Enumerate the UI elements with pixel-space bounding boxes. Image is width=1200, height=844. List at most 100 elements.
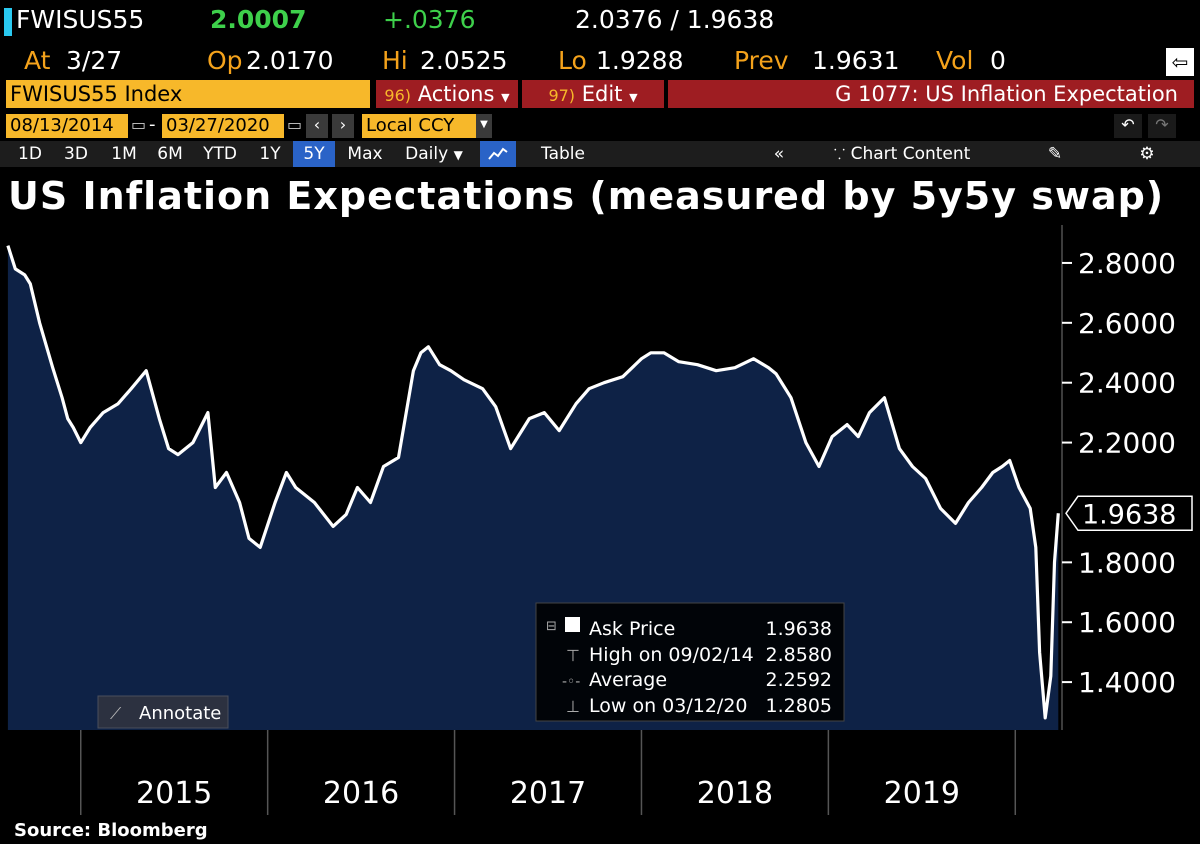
chevron-down-icon: ▼ — [453, 148, 463, 162]
volume-label: Vol — [936, 46, 974, 75]
prev-range-icon[interactable]: ‹ — [306, 114, 328, 138]
actions-label: Actions — [417, 82, 495, 106]
legend-avg-value: 2.2592 — [766, 669, 832, 691]
collapse-legend-icon[interactable]: ⊟ — [546, 619, 557, 634]
date-separator: - — [149, 114, 156, 135]
at-label: At — [24, 46, 51, 75]
series-line — [6, 245, 1060, 720]
x-tick-label: 2017 — [510, 776, 586, 811]
last-value-marker: 1.9638 — [1065, 495, 1193, 532]
open-value: 2.0170 — [246, 46, 334, 75]
undo-icon[interactable]: ↶ — [1114, 114, 1142, 138]
legend-high-label: High on 09/02/14 — [589, 644, 754, 666]
period-5y[interactable]: 5Y — [293, 141, 335, 167]
y-tick-label: 2.8000 — [1078, 247, 1176, 280]
annotate-label: Annotate — [139, 703, 221, 724]
edit-number: 97) — [548, 86, 576, 105]
y-tick-label: 1.8000 — [1078, 546, 1176, 579]
chevron-down-icon[interactable]: ▼ — [476, 114, 492, 138]
table-button[interactable]: Table — [541, 144, 585, 164]
calendar-icon[interactable]: ▭ — [287, 115, 303, 134]
period-max[interactable]: Max — [347, 144, 383, 164]
year-dividers — [80, 225, 1063, 815]
prev-value: 1.9631 — [812, 46, 900, 75]
period-ytd[interactable]: YTD — [203, 144, 237, 164]
chart-area: 2.8000 2.6000 2.4000 2.2000 1.8000 1.6000 1.40… — [6, 225, 1193, 815]
at-value: 3/27 — [66, 46, 123, 75]
chart-content-icon: ⸪ — [833, 147, 846, 163]
end-date-input[interactable]: 03/27/2020 — [162, 114, 284, 138]
y-axis: 2.8000 2.6000 2.4000 2.2000 1.8000 1.6000 1.40… — [1062, 247, 1176, 699]
y-tick-label: 1.6000 — [1078, 606, 1176, 639]
y-tick-label: 2.6000 — [1078, 307, 1176, 340]
y-tick-label: 2.4000 — [1078, 367, 1176, 400]
security-field[interactable]: FWISUS55 Index — [6, 80, 370, 108]
period-3d[interactable]: 3D — [64, 144, 88, 164]
export-icon[interactable]: ⇦ — [1166, 48, 1194, 76]
open-label: Op — [207, 46, 243, 75]
low-label: Lo — [558, 46, 587, 75]
legend: ⊟ Ask Price 1.9638 ⊤ High on 09/02/14 2.… — [535, 602, 845, 722]
last-value-box — [1065, 495, 1193, 532]
annotate-button[interactable]: ⟋ Annotate — [97, 695, 229, 729]
y-tick-label: 1.4000 — [1078, 666, 1176, 699]
source-note: Source: Bloomberg — [14, 820, 208, 841]
pencil-icon: ⟋ — [110, 704, 122, 723]
x-tick-label: 2015 — [136, 776, 212, 811]
next-range-icon[interactable]: › — [332, 114, 354, 138]
edit-chart-icon[interactable]: ✎ — [1047, 144, 1063, 164]
frequency-label: Daily — [405, 144, 449, 164]
ask-swatch — [565, 617, 580, 632]
period-6m[interactable]: 6M — [157, 144, 183, 164]
frequency-select[interactable]: Daily ▼ — [396, 141, 472, 167]
start-date-input[interactable]: 08/13/2014 — [6, 114, 128, 138]
chart-content-label: Chart Content — [850, 144, 971, 164]
chart-title: US Inflation Expectations (measured by 5… — [8, 174, 1165, 218]
chart-content-button[interactable]: ⸪ Chart Content — [822, 141, 982, 167]
redo-icon[interactable]: ↷ — [1148, 114, 1176, 138]
period-1y[interactable]: 1Y — [259, 144, 281, 164]
edit-label: Edit — [581, 82, 623, 106]
calendar-icon[interactable]: ▭ — [131, 115, 147, 134]
x-tick-label: 2019 — [884, 776, 960, 811]
last-price: 2.0007 — [210, 5, 307, 34]
ticker-marker — [4, 8, 12, 36]
low-marker-icon: ⊥ — [566, 697, 580, 716]
line-chart-icon[interactable] — [480, 141, 516, 167]
legend-high-value: 2.8580 — [766, 644, 832, 666]
currency-select[interactable]: Local CCY — [362, 114, 476, 138]
legend-avg-label: Average — [589, 669, 667, 691]
y-tick-label: 2.2000 — [1078, 427, 1176, 460]
command-bar: FWISUS55 Index 96) Actions ▼ 97) Edit ▼ … — [0, 78, 1200, 110]
legend-low-value: 1.2805 — [766, 695, 832, 717]
price-change: +.0376 — [383, 5, 476, 34]
dropdown-arrow-icon: ▼ — [629, 91, 638, 104]
low-value: 1.9288 — [596, 46, 684, 75]
ticker-symbol: FWISUS55 — [16, 5, 145, 34]
period-1d[interactable]: 1D — [18, 144, 42, 164]
volume-value: 0 — [990, 46, 1006, 75]
ohlc-row: At 3/27 Op 2.0170 Hi 2.0525 Lo 1.9288 Pr… — [0, 42, 1200, 78]
x-tick-label: 2018 — [697, 776, 773, 811]
legend-ask-label: Ask Price — [589, 618, 675, 640]
actions-button[interactable]: 96) Actions ▼ — [376, 80, 518, 108]
bid-ask: 2.0376 / 1.9638 — [575, 5, 775, 34]
date-range-row: 08/13/2014 ▭ - 03/27/2020 ▭ ‹ › Local CC… — [0, 112, 1200, 140]
x-axis: 2015 2016 2017 2018 2019 — [136, 776, 960, 811]
quote-row: FWISUS55 2.0007 +.0376 2.0376 / 1.9638 — [0, 0, 1200, 42]
series-area — [7, 245, 1059, 730]
legend-low-label: Low on 03/12/20 — [589, 695, 748, 717]
function-title: G 1077: US Inflation Expectation — [668, 80, 1194, 108]
gear-icon[interactable]: ⚙ — [1139, 144, 1155, 164]
high-value: 2.0525 — [420, 46, 508, 75]
legend-ask-value: 1.9638 — [766, 618, 832, 640]
high-marker-icon: ⊤ — [566, 646, 580, 665]
period-bar: 1D 3D 1M 6M YTD 1Y 5Y Max Daily ▼ Table … — [0, 141, 1200, 167]
edit-button[interactable]: 97) Edit ▼ — [522, 80, 664, 108]
dropdown-arrow-icon: ▼ — [501, 91, 510, 104]
collapse-icon[interactable]: « — [773, 144, 785, 164]
prev-label: Prev — [734, 46, 789, 75]
period-1m[interactable]: 1M — [111, 144, 137, 164]
actions-number: 96) — [384, 86, 412, 105]
high-label: Hi — [382, 46, 408, 75]
